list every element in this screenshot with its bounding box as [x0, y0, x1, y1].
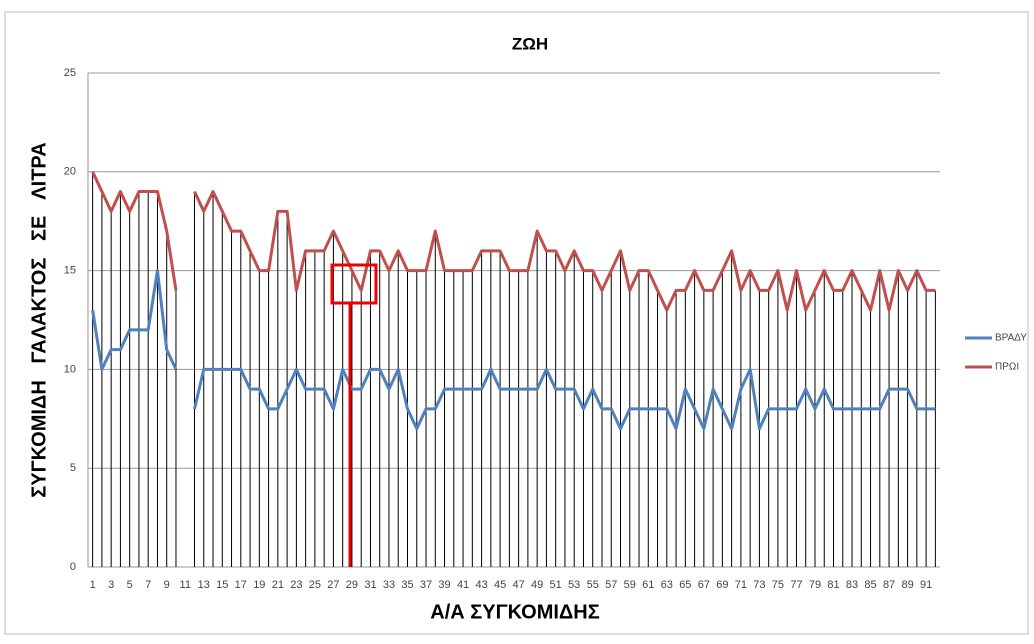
x-tick-label: 13 [198, 579, 210, 591]
y-tick-label: 10 [64, 363, 76, 375]
x-tick-label: 5 [127, 579, 133, 591]
x-tick-label: 53 [568, 579, 580, 591]
x-tick-label: 19 [253, 579, 265, 591]
annotation [330, 263, 378, 567]
x-tick-label: 29 [346, 579, 358, 591]
x-tick-label: 47 [513, 579, 525, 591]
x-tick-label: 37 [420, 579, 432, 591]
x-tick-label: 21 [272, 579, 284, 591]
y-tick-label: 20 [64, 166, 76, 178]
x-tick-label: 89 [901, 579, 913, 591]
x-tick-label: 69 [716, 579, 728, 591]
x-tick-label: 3 [108, 579, 114, 591]
y-axis-label: ΣΥΓΚΟΜΙΔΗ ΓΑΛΑΚΤΟΣ ΣΕ ΛΙΤΡΑ [28, 142, 50, 497]
x-tick-label: 67 [698, 579, 710, 591]
x-tick-label: 63 [661, 579, 673, 591]
x-tick-label: 81 [827, 579, 839, 591]
x-tick-label: 79 [809, 579, 821, 591]
x-tick-label: 57 [605, 579, 617, 591]
x-tick-label: 83 [846, 579, 858, 591]
x-tick-label: 71 [735, 579, 747, 591]
x-tick-label: 15 [216, 579, 228, 591]
y-tick-label: 0 [70, 561, 76, 573]
y-tick-label: 5 [70, 462, 76, 474]
legend-label: ΒΡΑΔΥ [995, 333, 1027, 344]
x-tick-label: 91 [920, 579, 932, 591]
series-line [91, 269, 936, 431]
x-tick-label: 49 [531, 579, 543, 591]
x-tick-label: 31 [364, 579, 376, 591]
x-tick-label: 87 [883, 579, 895, 591]
x-tick-label: 17 [235, 579, 247, 591]
series-line [91, 171, 936, 312]
x-tick-label: 27 [327, 579, 339, 591]
x-tick-label: 33 [383, 579, 395, 591]
chart-border [4, 11, 1029, 635]
chart-title: ΖΩΗ [512, 34, 548, 53]
x-tick-label: 35 [401, 579, 413, 591]
x-tick-label: 11 [180, 579, 191, 591]
x-tick-label: 43 [475, 579, 487, 591]
x-axis-label: Α/Α ΣΥΓΚΟΜΙΔΗΣ [430, 601, 599, 623]
x-tick-label: 45 [494, 579, 506, 591]
x-tick-label: 41 [457, 579, 469, 591]
legend-label: ΠΡΩΙ [995, 362, 1019, 373]
x-tick-label: 1 [90, 579, 96, 591]
y-tick-label: 15 [64, 265, 76, 277]
x-tick-label: 39 [438, 579, 450, 591]
x-tick-label: 7 [145, 579, 151, 591]
x-tick-label: 85 [864, 579, 876, 591]
x-tick-label: 61 [642, 579, 654, 591]
x-tick-label: 73 [753, 579, 765, 591]
x-tick-label: 9 [164, 579, 170, 591]
x-tick-label: 77 [790, 579, 802, 591]
x-tick-label: 59 [624, 579, 636, 591]
highlight-box [330, 263, 378, 305]
x-tick-label: 51 [550, 579, 562, 591]
x-tick-label: 65 [679, 579, 691, 591]
x-tick-label: 55 [587, 579, 599, 591]
x-tick-label: 25 [309, 579, 321, 591]
x-tick-label: 23 [290, 579, 302, 591]
x-tick-label: 75 [772, 579, 784, 591]
y-tick-label: 25 [64, 67, 76, 79]
